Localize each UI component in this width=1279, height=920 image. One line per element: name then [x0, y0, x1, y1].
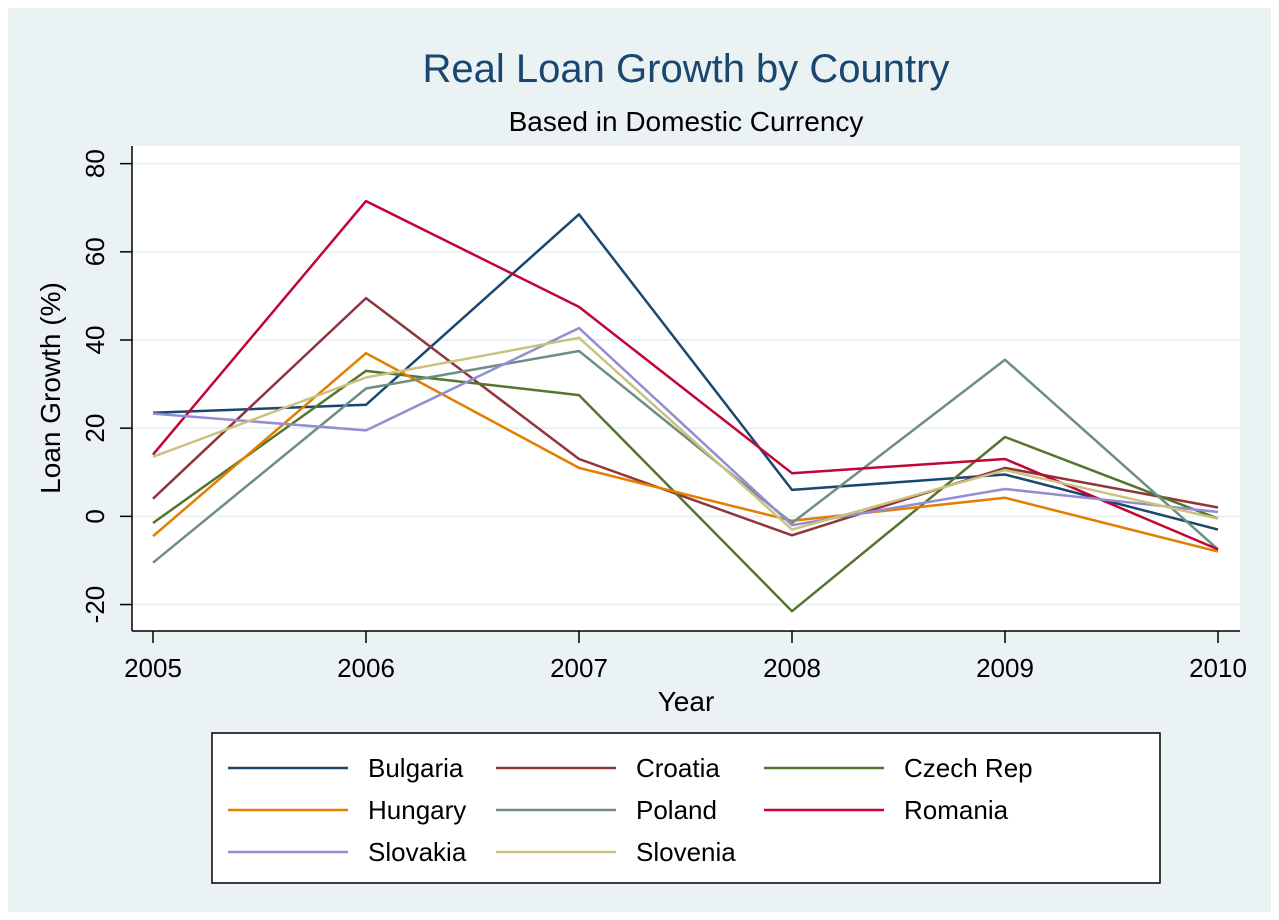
legend-label: Romania [904, 795, 1009, 825]
series-line-romania [152, 199, 1219, 551]
legend-label: Slovenia [636, 837, 736, 867]
legend-label: Bulgaria [368, 753, 464, 783]
y-tick-label: -20 [80, 586, 110, 624]
y-axis-label: Loan Growth (%) [35, 282, 66, 494]
x-tick-label: 2007 [550, 653, 608, 683]
series-line-slovenia [152, 336, 1219, 531]
x-tick-label: 2006 [337, 653, 395, 683]
legend-box [211, 732, 1161, 884]
x-tick-label: 2009 [976, 653, 1034, 683]
plot-area [132, 146, 1240, 631]
series-line-czech-rep [152, 369, 1219, 613]
legend: Bulgaria Croatia Czech Rep Hungary Poland Rom… [228, 753, 1033, 867]
y-axis: -20 0 20 40 60 80 [80, 146, 133, 631]
chart-title: Real Loan Growth by Country [423, 47, 950, 91]
legend-label: Hungary [368, 795, 466, 825]
y-tick-label: 20 [80, 414, 110, 443]
x-tick-label: 2010 [1189, 653, 1247, 683]
chart-subtitle: Based in Domestic Currency [509, 106, 864, 137]
y-tick-label: 0 [80, 509, 110, 523]
legend-label: Poland [636, 795, 717, 825]
series-line-slovakia [152, 326, 1219, 527]
x-axis-label: Year [658, 686, 715, 717]
y-tick-label: 80 [80, 149, 110, 178]
legend-label: Croatia [636, 753, 720, 783]
y-tick-label: 60 [80, 237, 110, 266]
y-tick-label: 40 [80, 326, 110, 355]
series-lines [152, 199, 1219, 613]
legend-label: Slovakia [368, 837, 467, 867]
series-line-poland [152, 349, 1219, 564]
x-axis: 2005 2006 2007 2008 2009 2010 [124, 630, 1247, 683]
series-line-bulgaria [152, 213, 1219, 531]
legend-label: Czech Rep [904, 753, 1033, 783]
x-tick-label: 2008 [763, 653, 821, 683]
series-line-hungary [152, 351, 1219, 553]
x-tick-label: 2005 [124, 653, 182, 683]
